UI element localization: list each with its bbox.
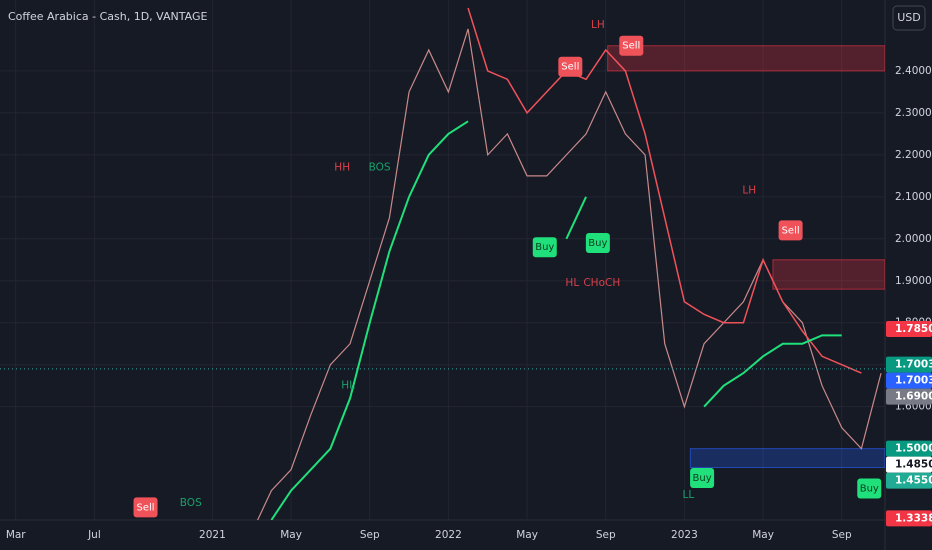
signal-box — [585, 233, 610, 254]
series-line — [703, 334, 842, 408]
structure-label: LH — [742, 185, 756, 197]
chart-title: Coffee Arabica - Cash, 1D, VANTAGE — [8, 10, 207, 23]
signal-box — [778, 220, 803, 241]
x-tick-label: May — [516, 529, 538, 541]
price-tag — [886, 440, 932, 457]
x-tick-label: May — [280, 529, 302, 541]
signal-label: Sell — [137, 502, 155, 513]
signal-label: Buy — [588, 238, 607, 249]
price-tag-label: 1.3338 — [895, 512, 932, 524]
price-tag-label: 1.7003 — [895, 359, 932, 371]
price-tag-label: 1.7003 — [895, 375, 932, 387]
structure-label: LH — [591, 19, 605, 31]
price-tag — [886, 456, 932, 473]
signal-label: Sell — [622, 41, 640, 52]
price-tag-label: 1.4850 — [895, 459, 932, 471]
signal-label: Buy — [535, 242, 554, 253]
structure-label: HL — [341, 380, 355, 392]
series-line — [565, 196, 587, 240]
x-tick-label: Sep — [360, 529, 380, 541]
series-line — [467, 7, 862, 374]
x-tick-label: Sep — [832, 529, 852, 541]
zone — [607, 45, 885, 72]
x-tick-label: Mar — [6, 529, 26, 541]
zone — [772, 259, 885, 290]
y-tick-label: 2.1000 — [895, 191, 932, 203]
structure-label: HL — [565, 277, 579, 289]
signal-box — [558, 56, 583, 77]
y-tick-label: 2.0000 — [895, 233, 932, 245]
x-tick-label: 2021 — [199, 529, 226, 541]
structure-label: LL — [682, 489, 694, 501]
signal-label: Sell — [561, 62, 579, 73]
price-tag-label: 1.4550 — [895, 475, 932, 487]
price-tag-label: 1.7850 — [895, 323, 932, 335]
currency[interactable]: USD — [897, 11, 921, 24]
structure-label: BOS — [180, 497, 202, 509]
structure-label: BOS — [369, 161, 391, 173]
structure-label: HH — [334, 161, 350, 173]
y-tick-label: 1.9000 — [895, 275, 932, 287]
price-tag-label: 1.5000 — [895, 443, 932, 455]
price-tag — [886, 472, 932, 489]
x-tick-label: May — [752, 529, 774, 541]
x-tick-label: Jul — [87, 529, 101, 541]
price-tag-label: 1.6900 — [895, 391, 932, 403]
structure-label: CHoCH — [583, 277, 620, 289]
signal-box — [133, 497, 158, 518]
series-line — [270, 120, 469, 520]
price-tag — [886, 321, 932, 338]
y-tick-label: 2.2000 — [895, 149, 932, 161]
plot-area: Sell Sell Sell Sell Buy Buy Buy Buy HH BOS BOS LH LH… — [0, 0, 885, 520]
signal-label: Buy — [860, 484, 879, 495]
zone — [689, 448, 885, 469]
y-tick-label: 2.4000 — [895, 65, 932, 77]
y-tick-label: 2.3000 — [895, 107, 932, 119]
price-tag — [886, 510, 932, 527]
overlay: 1.60001.70001.80001.90002.00002.10002.20… — [6, 65, 932, 541]
x-tick-label: Sep — [596, 529, 616, 541]
signal-box — [690, 468, 715, 489]
currency-button[interactable] — [892, 5, 926, 31]
signal-box — [619, 35, 644, 56]
price-tag — [886, 372, 932, 389]
x-tick-label: 2023 — [671, 529, 698, 541]
price-tag — [886, 388, 932, 405]
signal-box — [532, 237, 557, 258]
signal-label: Buy — [693, 473, 712, 484]
price-tag — [886, 356, 932, 373]
x-tick-label: 2022 — [435, 529, 462, 541]
signal-box — [857, 478, 882, 499]
signal-label: Sell — [782, 225, 800, 236]
